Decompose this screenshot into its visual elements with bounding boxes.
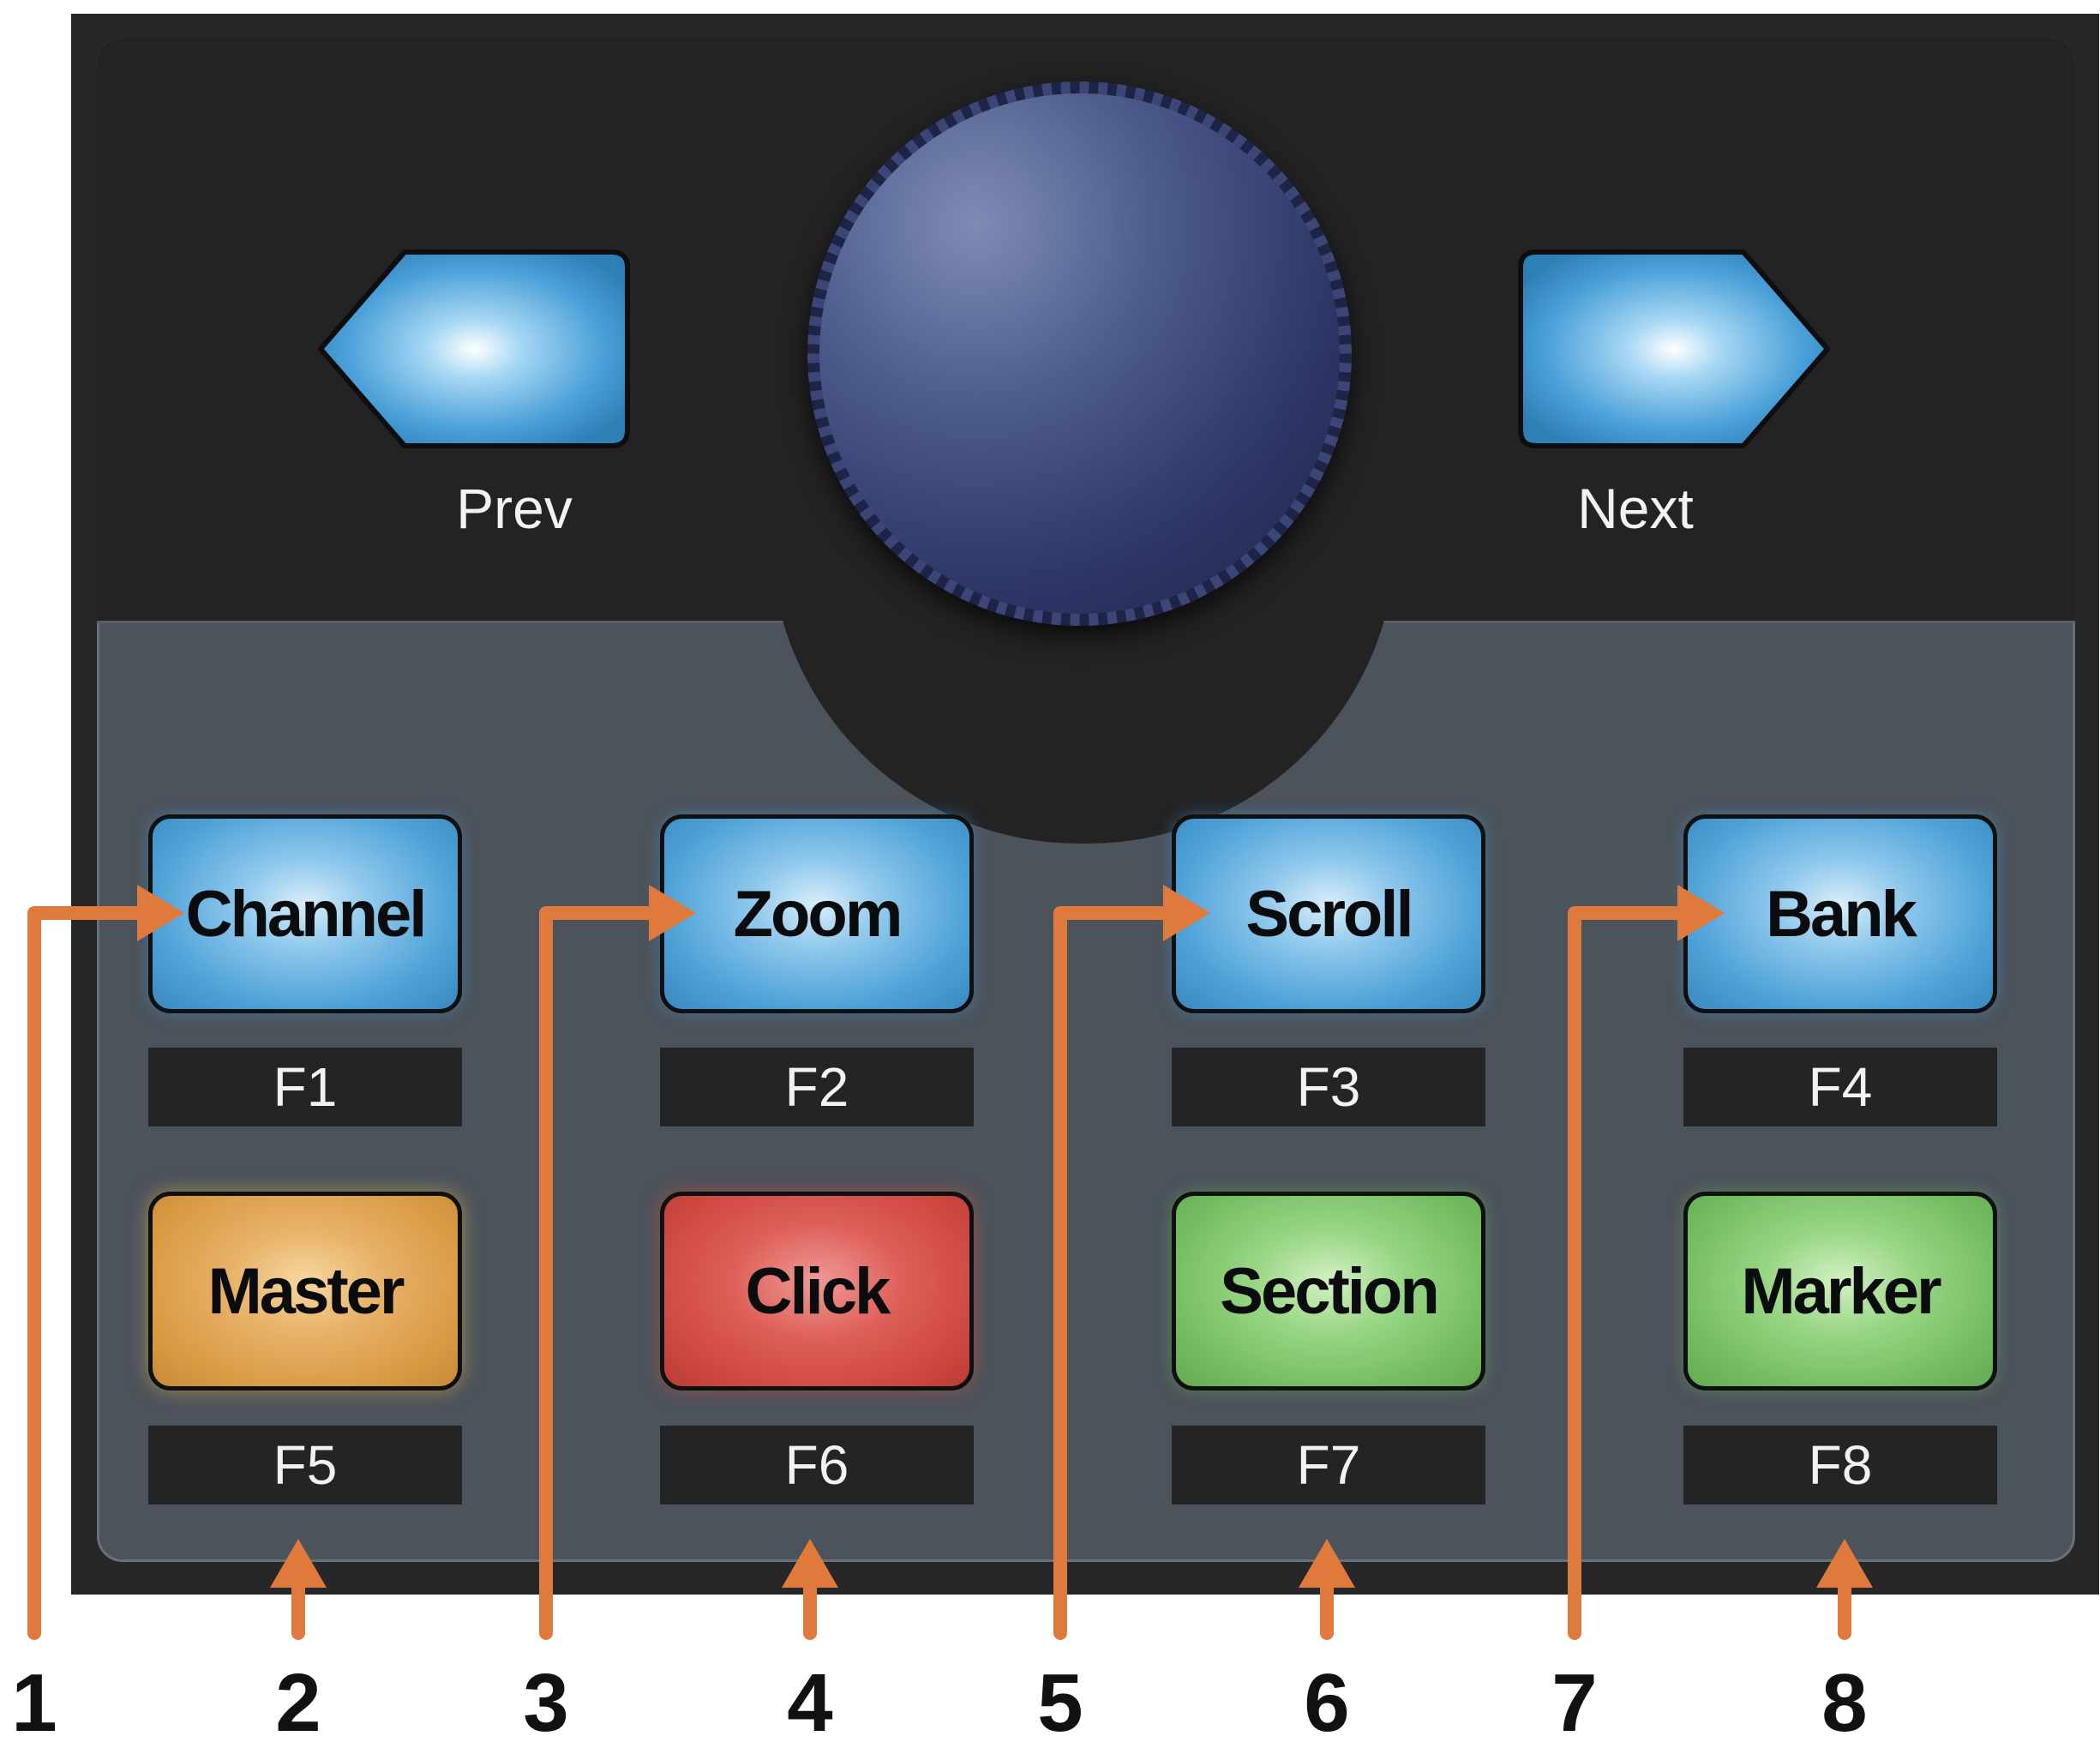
f8-label: F8 [1683,1426,1997,1505]
click-button[interactable]: Click [660,1192,974,1391]
callout-number-6: 6 [1304,1657,1350,1749]
f6-label: F6 [660,1426,974,1505]
f4-label: F4 [1683,1048,1997,1126]
f3-label: F3 [1172,1048,1485,1126]
f1-label: F1 [148,1048,462,1126]
zoom-button[interactable]: Zoom [660,814,974,1013]
prev-button[interactable] [310,243,636,454]
section-button[interactable]: Section [1172,1192,1485,1391]
callout-number-4: 4 [787,1657,833,1749]
callout-number-5: 5 [1037,1657,1083,1749]
marker-button[interactable]: Marker [1683,1192,1997,1391]
bank-button[interactable]: Bank [1683,814,1997,1013]
prev-label: Prev [456,477,573,540]
next-label: Next [1577,477,1694,540]
next-button[interactable] [1512,243,1838,454]
callout-number-8: 8 [1821,1657,1868,1749]
value-knob[interactable] [819,93,1340,614]
callout-number-7: 7 [1551,1657,1598,1749]
f7-label: F7 [1172,1426,1485,1505]
callout-number-3: 3 [523,1657,569,1749]
scroll-button[interactable]: Scroll [1172,814,1485,1013]
callout-number-2: 2 [275,1657,321,1749]
f2-label: F2 [660,1048,974,1126]
f5-label: F5 [148,1426,462,1505]
callout-number-1: 1 [11,1657,57,1749]
channel-button[interactable]: Channel [148,814,462,1013]
master-button[interactable]: Master [148,1192,462,1391]
